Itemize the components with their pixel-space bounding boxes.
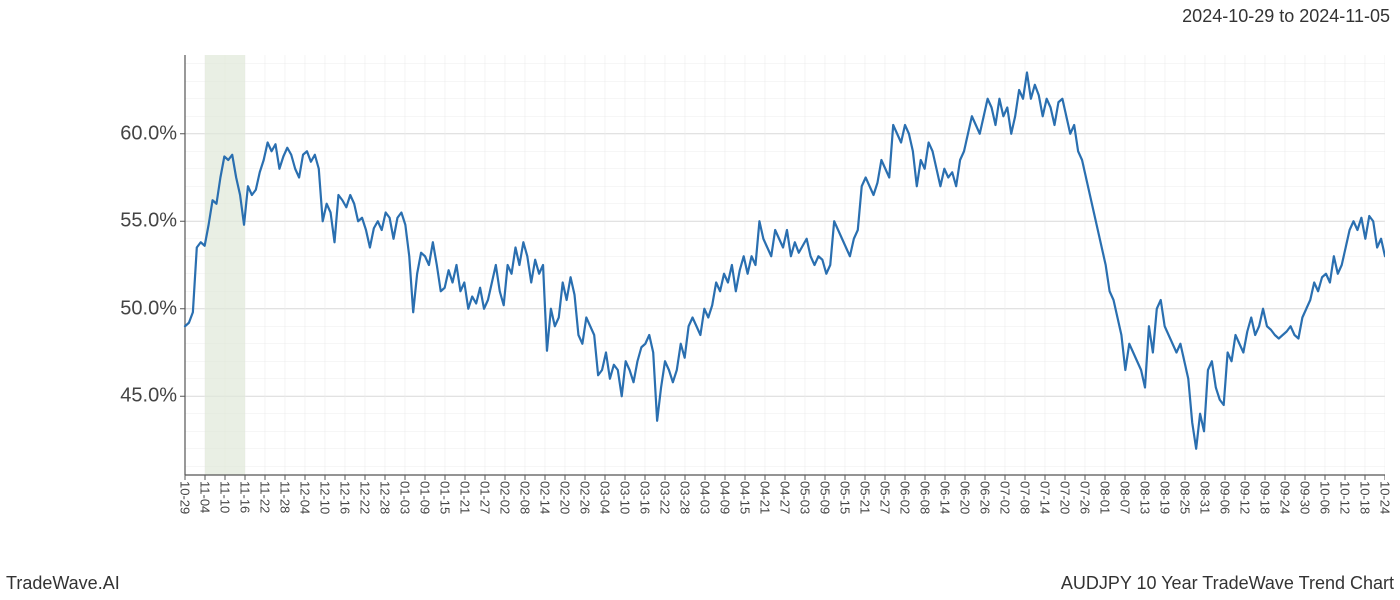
y-tick-label: 60.0% xyxy=(120,122,185,145)
x-tick-label: 03-16 xyxy=(638,481,653,514)
x-tick-label: 09-12 xyxy=(1238,481,1253,514)
x-tick-label: 08-13 xyxy=(1138,481,1153,514)
x-tick-label: 05-03 xyxy=(798,481,813,514)
x-tick-label: 02-02 xyxy=(498,481,513,514)
x-tick-label: 08-19 xyxy=(1158,481,1173,514)
x-tick-label: 05-21 xyxy=(858,481,873,514)
x-tick-label: 04-21 xyxy=(758,481,773,514)
x-tick-label: 08-31 xyxy=(1198,481,1213,514)
x-tick-label: 08-07 xyxy=(1118,481,1133,514)
x-tick-label: 10-18 xyxy=(1358,481,1373,514)
brand-label: TradeWave.AI xyxy=(6,573,120,594)
x-tick-label: 11-16 xyxy=(238,481,253,513)
x-tick-label: 07-20 xyxy=(1058,481,1073,514)
y-tick-label: 55.0% xyxy=(120,210,185,233)
date-range-label: 2024-10-29 to 2024-11-05 xyxy=(1182,6,1390,27)
x-tick-label: 08-25 xyxy=(1178,481,1193,514)
x-tick-label: 07-02 xyxy=(998,481,1013,514)
x-tick-label: 03-04 xyxy=(598,481,613,514)
x-tick-label: 12-04 xyxy=(298,481,313,514)
x-tick-label: 10-12 xyxy=(1338,481,1353,514)
x-tick-label: 03-28 xyxy=(678,481,693,514)
x-tick-label: 07-08 xyxy=(1018,481,1033,514)
chart-plot-area: 45.0%50.0%55.0%60.0%10-2911-0411-1011-16… xyxy=(185,55,1385,475)
x-tick-label: 06-08 xyxy=(918,481,933,514)
x-tick-label: 12-10 xyxy=(318,481,333,514)
x-tick-label: 09-18 xyxy=(1258,481,1273,514)
x-tick-label: 04-15 xyxy=(738,481,753,514)
x-tick-label: 12-16 xyxy=(338,481,353,514)
x-tick-label: 06-20 xyxy=(958,481,973,514)
x-tick-label: 01-27 xyxy=(478,481,493,514)
x-tick-label: 11-22 xyxy=(258,481,273,513)
chart-svg xyxy=(179,55,1385,481)
y-tick-label: 50.0% xyxy=(120,297,185,320)
x-tick-label: 11-04 xyxy=(198,481,213,513)
x-tick-label: 11-28 xyxy=(278,481,293,513)
x-tick-label: 10-06 xyxy=(1318,481,1333,514)
x-tick-label: 01-15 xyxy=(438,481,453,514)
x-tick-label: 11-10 xyxy=(218,481,233,513)
x-tick-label: 10-24 xyxy=(1378,481,1393,514)
x-tick-label: 06-02 xyxy=(898,481,913,514)
x-tick-label: 01-21 xyxy=(458,481,473,514)
x-tick-label: 05-15 xyxy=(838,481,853,514)
x-tick-label: 07-26 xyxy=(1078,481,1093,514)
x-tick-label: 07-14 xyxy=(1038,481,1053,514)
x-tick-label: 02-14 xyxy=(538,481,553,514)
x-tick-label: 02-08 xyxy=(518,481,533,514)
y-tick-label: 45.0% xyxy=(120,385,185,408)
x-tick-label: 03-22 xyxy=(658,481,673,514)
x-tick-label: 04-27 xyxy=(778,481,793,514)
x-tick-label: 03-10 xyxy=(618,481,633,514)
x-tick-label: 09-30 xyxy=(1298,481,1313,514)
x-tick-label: 02-26 xyxy=(578,481,593,514)
x-tick-label: 09-06 xyxy=(1218,481,1233,514)
x-tick-label: 04-09 xyxy=(718,481,733,514)
x-tick-label: 12-22 xyxy=(358,481,373,514)
x-tick-label: 04-03 xyxy=(698,481,713,514)
chart-title: AUDJPY 10 Year TradeWave Trend Chart xyxy=(1061,573,1394,594)
x-tick-label: 06-26 xyxy=(978,481,993,514)
x-tick-label: 02-20 xyxy=(558,481,573,514)
x-tick-label: 09-24 xyxy=(1278,481,1293,514)
x-tick-label: 06-14 xyxy=(938,481,953,514)
x-tick-label: 05-27 xyxy=(878,481,893,514)
x-tick-label: 08-01 xyxy=(1098,481,1113,514)
x-tick-label: 01-03 xyxy=(398,481,413,514)
x-tick-label: 05-09 xyxy=(818,481,833,514)
x-tick-label: 01-09 xyxy=(418,481,433,514)
x-tick-label: 10-29 xyxy=(178,481,193,514)
x-tick-label: 12-28 xyxy=(378,481,393,514)
